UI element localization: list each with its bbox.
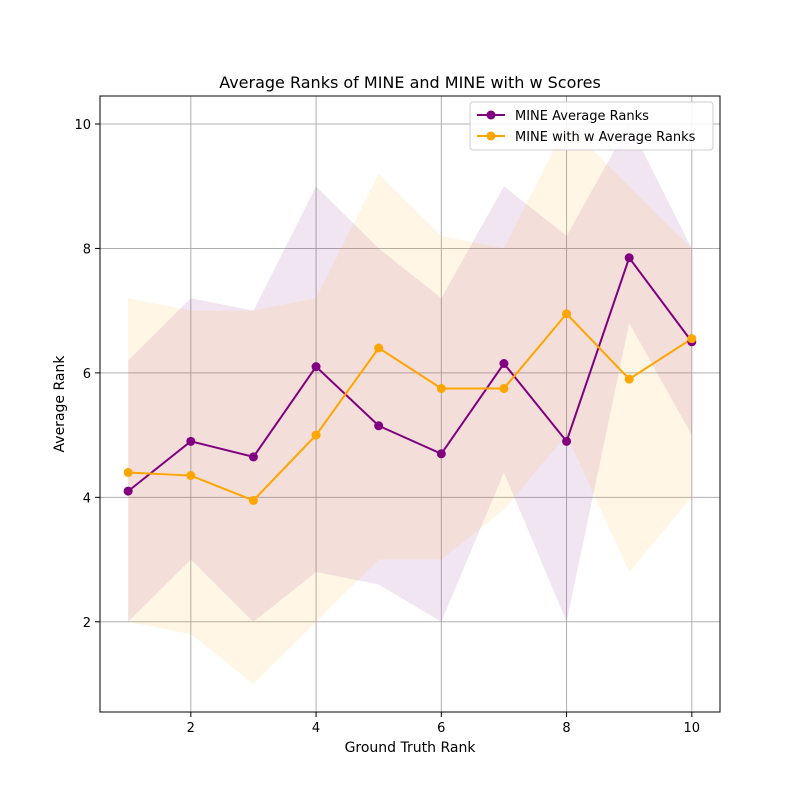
confidence-band-series-1 <box>128 124 692 622</box>
legend-box <box>469 101 714 151</box>
x-tick-label: 6 <box>437 721 445 736</box>
x-tick-label: 2 <box>187 721 195 736</box>
y-tick-label: 4 <box>83 491 91 506</box>
x-tick-label: 4 <box>312 721 320 736</box>
data-point <box>186 436 196 446</box>
series-points <box>123 253 697 505</box>
data-point <box>374 421 384 431</box>
series-lines <box>127 255 693 502</box>
data-point <box>311 430 321 440</box>
data-point <box>436 449 446 459</box>
data-point <box>499 359 509 369</box>
legend-label: MINE Average Ranks <box>515 109 649 124</box>
legend-marker <box>486 110 496 120</box>
y-tick-label: 10 <box>74 118 91 133</box>
confidence-band-series-2 <box>128 124 692 684</box>
confidence-bands <box>128 124 692 684</box>
legend: MINE Average Ranks MINE with w Average Ra… <box>469 101 714 151</box>
series-line-2 <box>128 312 693 502</box>
y-axis-label: Average Rank <box>52 355 68 453</box>
data-point <box>562 309 572 319</box>
legend-label: MINE with w Average Ranks <box>515 130 696 145</box>
data-point <box>624 374 634 384</box>
axis-ticks: 2 4 6 8 10 2 4 6 8 10 <box>74 118 700 736</box>
data-point <box>311 362 321 372</box>
plot-frame <box>99 95 721 713</box>
x-axis-label: Ground Truth Rank <box>345 740 477 756</box>
chart-title: Average Ranks of MINE and MINE with w Sc… <box>219 73 601 92</box>
data-point <box>624 253 634 263</box>
data-point <box>374 343 384 353</box>
data-point <box>562 436 572 446</box>
data-point <box>123 467 133 477</box>
x-tick-label: 8 <box>562 721 570 736</box>
y-tick-label: 6 <box>83 367 91 382</box>
series-line-1 <box>127 255 693 492</box>
y-tick-label: 8 <box>83 242 91 257</box>
data-point <box>499 383 509 393</box>
data-point <box>248 495 258 505</box>
data-point <box>123 486 133 496</box>
x-tick-label: 10 <box>684 721 701 736</box>
legend-marker <box>486 131 496 141</box>
y-tick-label: 2 <box>83 616 91 631</box>
data-point <box>687 334 697 344</box>
data-point <box>248 452 258 462</box>
data-point <box>186 471 196 481</box>
data-point <box>436 383 446 393</box>
